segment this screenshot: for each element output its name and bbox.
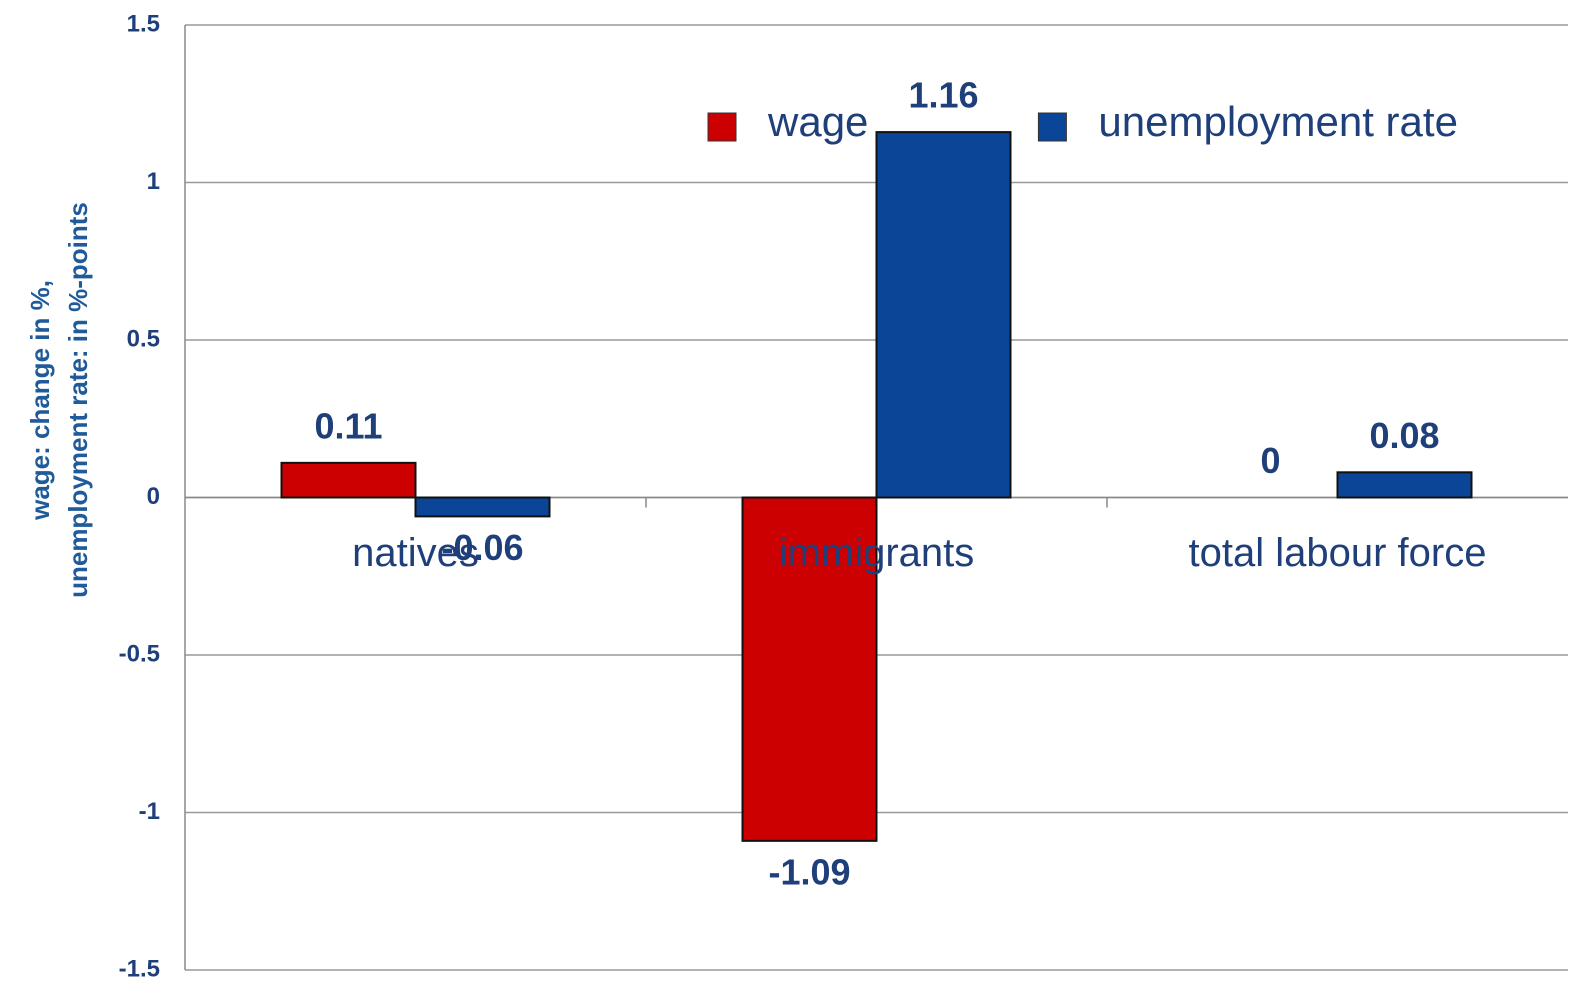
y-tick-label: -1 xyxy=(139,798,160,825)
bar xyxy=(280,461,417,499)
legend-label: unemployment rate xyxy=(1098,98,1458,145)
x-tick-label: immigrants xyxy=(779,531,975,575)
value-label: 1.16 xyxy=(908,75,978,116)
bar xyxy=(875,131,1012,499)
x-tick-label: total labour force xyxy=(1189,531,1487,575)
y-tick-label: 1.5 xyxy=(127,10,160,37)
y-tick-label: 0.5 xyxy=(127,325,160,352)
y-axis-label: unemployment rate: in %-points xyxy=(63,202,93,598)
x-tick-label: natives xyxy=(352,531,479,575)
value-label: -0.06 xyxy=(441,527,523,568)
legend-swatch xyxy=(1037,112,1067,142)
legend-swatch xyxy=(707,112,737,142)
bar xyxy=(1336,471,1473,499)
value-label: -1.09 xyxy=(768,851,850,892)
y-axis-label: wage: change in %, xyxy=(25,280,55,521)
value-label: 0.11 xyxy=(314,405,382,446)
bar xyxy=(414,496,551,518)
y-tick-label: -0.5 xyxy=(119,640,160,667)
value-label: 0 xyxy=(1260,440,1280,481)
bar xyxy=(741,496,878,842)
value-label: 0.08 xyxy=(1369,415,1439,456)
y-tick-label: -1.5 xyxy=(119,955,160,982)
legend-label: wage xyxy=(767,98,868,145)
y-tick-label: 0 xyxy=(147,483,160,510)
y-tick-label: 1 xyxy=(147,168,160,195)
